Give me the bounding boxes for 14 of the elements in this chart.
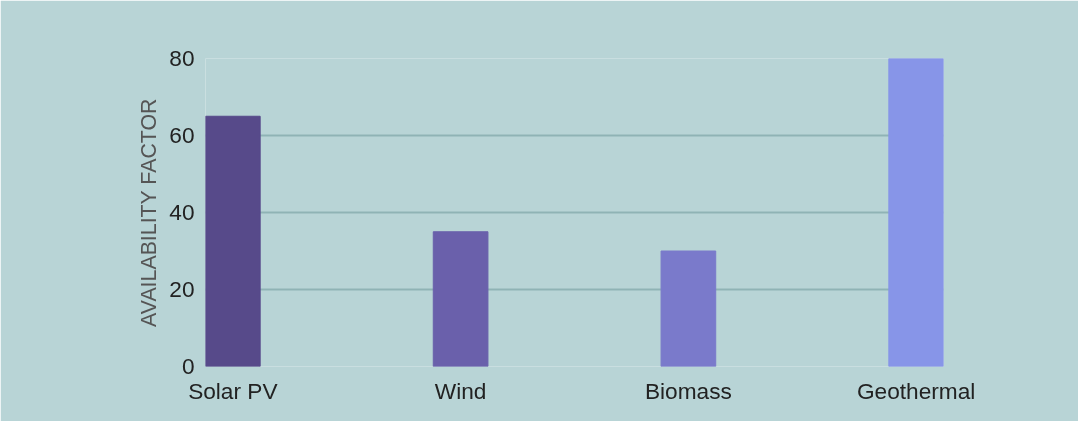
bar: [205, 115, 261, 367]
bar: [888, 58, 944, 367]
y-axis-title: AVAILABILITY FACTOR: [137, 98, 162, 327]
x-tick-label: Solar PV: [188, 377, 279, 404]
x-tick-label: Geothermal: [856, 377, 976, 404]
bar: [660, 250, 717, 367]
y-tick-label: 40: [169, 199, 195, 225]
y-tick-label: 60: [169, 122, 195, 148]
bar: [432, 231, 489, 367]
y-tick-label: 20: [169, 276, 195, 302]
y-tick-label: 80: [169, 45, 195, 71]
x-tick-label: Biomass: [644, 377, 732, 404]
x-tick-label: Wind: [434, 377, 487, 404]
y-tick-label: 0: [181, 353, 195, 379]
